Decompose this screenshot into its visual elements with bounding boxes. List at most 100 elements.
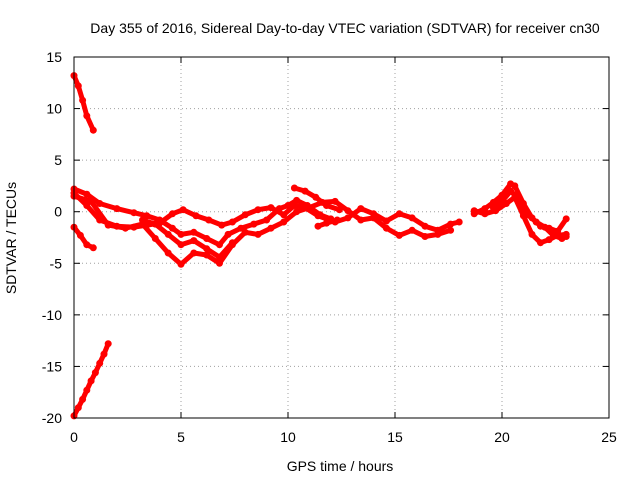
data-point [537,239,544,247]
data-point [177,230,185,238]
plot-frame [73,56,610,419]
data-point [562,233,570,240]
data-point [481,205,489,213]
data-point [314,222,322,230]
data-point [254,230,262,238]
data-point [164,230,172,238]
data-point [168,210,176,218]
data-point [250,220,258,228]
x-tick-label: 0 [70,429,78,445]
data-point [267,204,275,212]
data-point [515,195,523,203]
data-point [104,221,112,229]
data-point [489,204,497,212]
data-point [395,231,403,239]
x-tick-label: 15 [387,429,403,445]
data-point [104,340,112,348]
data-point [267,224,275,232]
data-point [335,206,343,214]
y-tick-label: 5 [54,152,62,168]
chart-title: Day 355 of 2016, Sidereal Day-to-day VTE… [90,20,600,36]
data-point [79,96,87,104]
data-point [89,244,97,252]
y-tick-label: -15 [42,358,62,374]
data-point [228,239,236,247]
data-point [382,224,390,232]
y-axis-title: SDTVAR / TECUs [3,182,19,294]
data-point [216,259,223,267]
data-point [290,184,298,192]
data-point [333,216,341,224]
y-tick-label: -10 [42,307,62,323]
data-point [83,241,91,249]
data-point [74,82,82,90]
y-tick-label: 10 [46,101,62,117]
data-point [168,224,176,232]
data-point [314,212,322,220]
y-tick-label: -5 [50,255,63,271]
x-tick-label: 5 [177,429,185,445]
data-point [293,208,301,216]
x-tick-label: 20 [494,429,510,445]
data-point [79,395,87,403]
data-point [447,226,455,234]
data-point [370,214,378,222]
data-point [87,197,95,205]
data-point [164,249,172,257]
data-point [532,218,540,226]
data-point [179,206,187,214]
data-point [541,223,549,231]
data-point [481,210,489,218]
series-line-arc-i [490,188,569,241]
series-layer [70,72,570,420]
data-point [470,207,478,215]
data-point [382,217,390,225]
data-point [254,206,262,214]
data-point [130,209,138,217]
data-point [218,221,226,229]
data-point [395,210,403,218]
data-point [190,228,198,236]
data-point [89,126,97,134]
data-point [224,230,232,238]
x-axis-title: GPS time / hours [287,458,394,474]
data-point [280,211,288,219]
data-point [228,218,236,226]
data-point [528,230,536,238]
data-point [312,193,320,201]
data-point [216,241,223,249]
data-point [434,230,442,238]
data-point [121,224,129,232]
data-point [455,218,463,226]
data-point [263,216,271,224]
data-point [113,205,121,213]
data-point [421,222,429,230]
data-point [357,216,365,224]
data-point [549,231,557,239]
data-point [241,228,249,236]
data-point [344,214,352,222]
data-point [87,377,95,385]
x-tick-label: 10 [280,429,296,445]
data-point [344,207,352,215]
data-point [280,218,288,226]
data-point [91,369,99,377]
data-point [96,359,104,367]
y-tick-label: 0 [54,204,62,220]
data-point [408,226,416,234]
data-point [203,245,211,253]
data-point [76,231,84,239]
data-point [83,190,91,198]
data-point [323,202,330,209]
y-tick-label: 15 [46,49,62,65]
data-point [190,237,198,245]
data-point [205,216,213,224]
data-point [143,212,151,220]
data-point [96,200,104,207]
data-point [421,233,429,240]
data-point [151,220,159,228]
data-point [241,211,249,219]
data-point [305,204,313,212]
data-point [203,251,211,259]
